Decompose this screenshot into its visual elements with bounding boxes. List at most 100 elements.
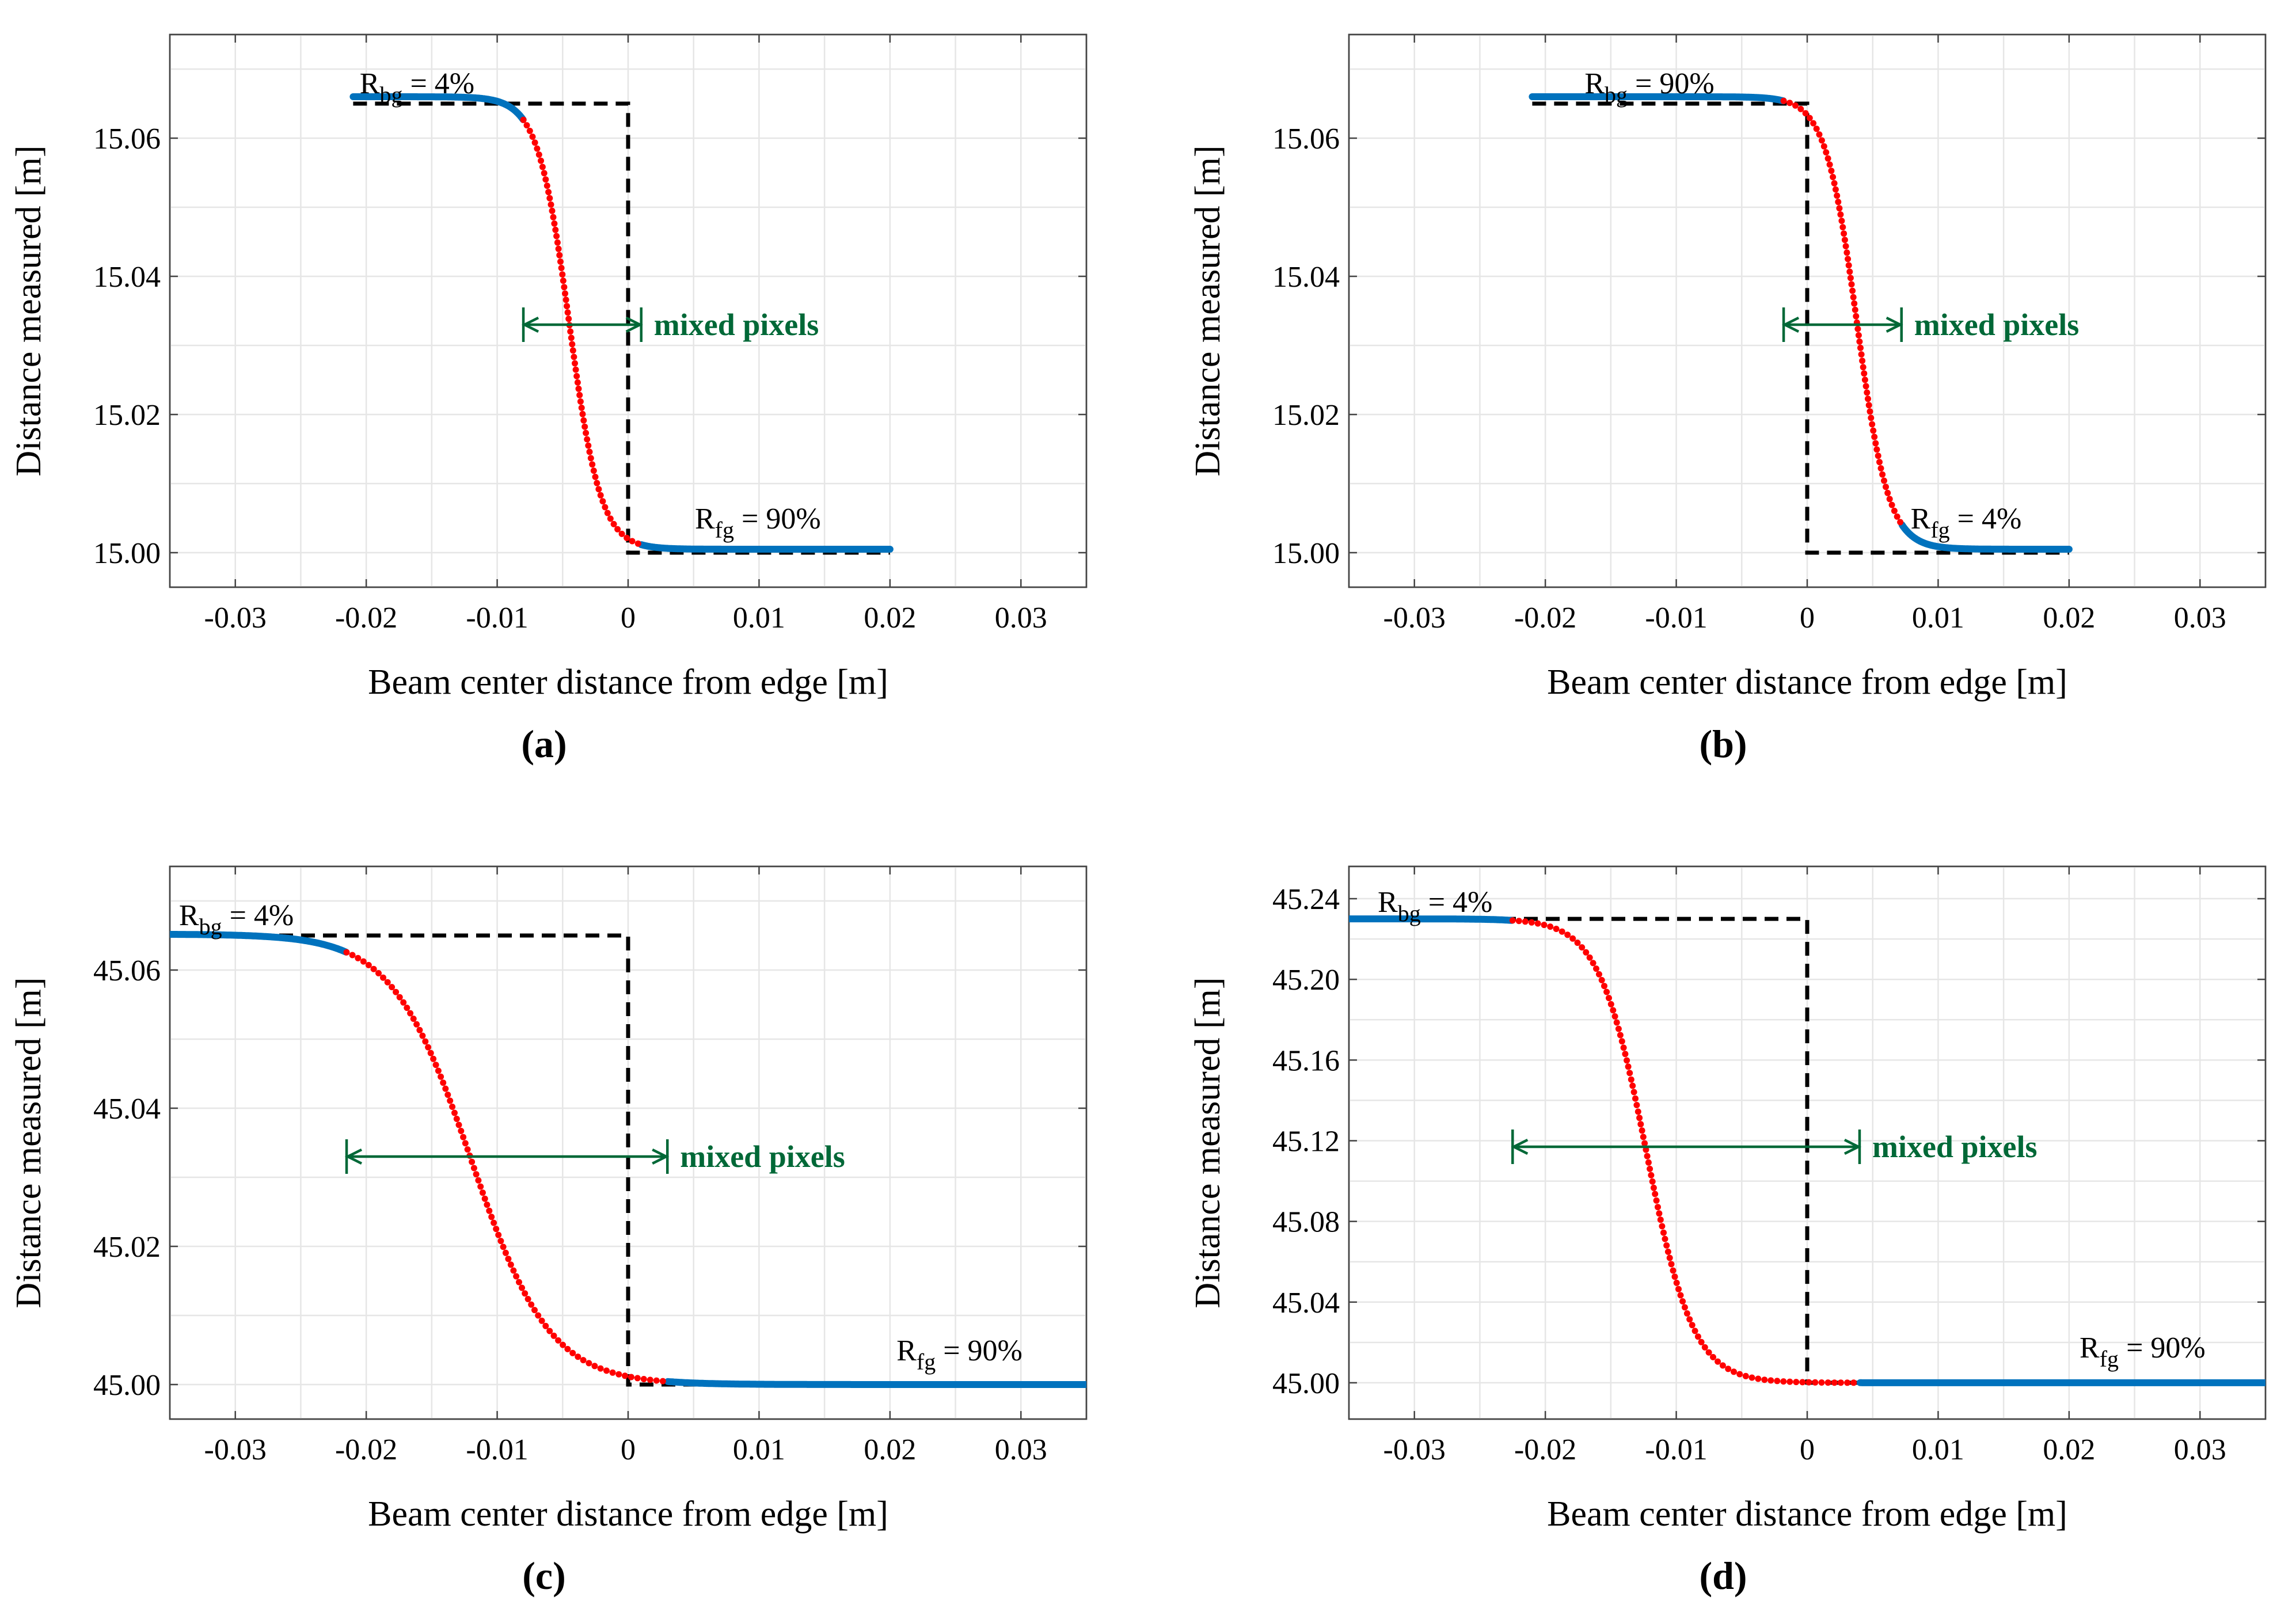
mixed-pixel-point (1748, 1374, 1755, 1381)
mixed-pixel-point (535, 1312, 542, 1319)
mixed-pixel-point (1644, 1153, 1651, 1159)
mixed-pixel-point (564, 303, 571, 310)
mixed-pixel-point (599, 498, 606, 505)
x-axis-title: Beam center distance from edge [m] (1547, 1494, 2067, 1534)
mixed-pixel-point (1855, 332, 1862, 339)
mixed-pixel-point (1875, 452, 1881, 459)
mixed-pixel-point (447, 1097, 454, 1104)
x-tick-label: 0.03 (995, 602, 1047, 634)
mixed-pixel-point (553, 233, 560, 239)
background-reflectance-label: Rbg = 4% (360, 67, 474, 108)
mixed-pixel-point (486, 1207, 493, 1214)
mixed-pixel-point (469, 1158, 476, 1165)
mixed-pixel-point (1860, 364, 1867, 371)
mixed-pixel-point (432, 1062, 439, 1068)
mixed-pixel-point (548, 201, 554, 208)
ideal-step-line (170, 933, 1086, 1387)
mixed-pixel-point (1603, 988, 1610, 995)
y-tick-label: 15.00 (1272, 537, 1340, 570)
mixed-pixel-point (541, 170, 548, 177)
mixed-pixel-point (659, 1378, 666, 1385)
mixed-pixel-point (529, 134, 536, 140)
mixed-pixel-point (1663, 1242, 1670, 1249)
mixed-pixel-point (1861, 370, 1868, 377)
mixed-pixel-point (1868, 414, 1875, 421)
mixed-pixel-point (1624, 1057, 1630, 1064)
mixed-pixel-point (1857, 344, 1864, 351)
x-tick-label: -0.01 (466, 602, 528, 634)
mixed-pixels-label: mixed pixels (1914, 307, 2080, 342)
y-axis-title: Distance measured [m] (9, 146, 48, 477)
mixed-pixel-point (609, 1369, 616, 1376)
mixed-pixel-point (551, 220, 558, 227)
y-tick-label: 45.16 (1272, 1044, 1340, 1077)
y-tick-label: 15.06 (93, 123, 161, 155)
mixed-pixel-point (407, 1010, 414, 1017)
mixed-pixel-point (579, 410, 586, 417)
mixed-pixel-point (427, 1049, 434, 1056)
mixed-pixel-point (451, 1109, 458, 1116)
data-layer (170, 931, 1086, 1388)
y-tick-label: 45.08 (1272, 1206, 1340, 1239)
mixed-pixel-point (1774, 1378, 1781, 1385)
mixed-pixel-point (355, 954, 362, 961)
mixed-pixel-point (539, 163, 546, 170)
mixed-pixel-point (614, 526, 621, 533)
ideal-step-line (1532, 101, 2069, 555)
panel-label: (c) (522, 1554, 565, 1598)
y-tick-label: 45.20 (1272, 964, 1340, 997)
mixed-pixel-point (1813, 126, 1820, 132)
mixed-pixel-point (1780, 1378, 1787, 1385)
mixed-pixel-point (572, 360, 578, 367)
mixed-pixel-point (561, 284, 568, 291)
measured-pure-background (170, 931, 349, 956)
mixed-pixel-point (1742, 1372, 1749, 1379)
mixed-pixel-point (1837, 211, 1844, 218)
mixed-pixel-point (585, 442, 592, 449)
mixed-pixel-point (1705, 1349, 1712, 1356)
x-axis-title: Beam center distance from edge [m] (368, 663, 888, 702)
mixed-pixel-point (1633, 1102, 1640, 1108)
mixed-pixel-point (1659, 1223, 1666, 1230)
mixed-pixel-point (573, 372, 580, 379)
measured-pure-background (349, 93, 527, 123)
mixed-pixel-point (1715, 1358, 1721, 1365)
mixed-pixel-point (1649, 1178, 1656, 1185)
mixed-pixel-point (1820, 143, 1827, 150)
mixed-pixel-point (1618, 1038, 1625, 1045)
mixed-pixel-point (569, 341, 576, 348)
mixed-pixel-point (1830, 174, 1837, 180)
mixed-pixel-point (1583, 949, 1590, 956)
mixed-pixel-point (396, 994, 403, 1001)
panel-label: (a) (521, 722, 567, 766)
mixed-pixel-point (634, 1375, 641, 1382)
mixed-pixel-point (1528, 919, 1535, 926)
mixed-pixel-point (1670, 1267, 1677, 1274)
mixed-pixel-point (1731, 1368, 1737, 1375)
mixed-pixel-point (1884, 489, 1891, 496)
mixed-pixel-point (1755, 1375, 1762, 1382)
foreground-reflectance-label: Rfg = 90% (2080, 1332, 2206, 1372)
mixed-pixels-label: mixed pixels (1872, 1130, 2037, 1164)
mixed-pixel-point (1802, 110, 1809, 117)
mixed-pixels-arrow (1511, 1130, 1862, 1165)
mixed-pixel-point (1657, 1216, 1664, 1223)
x-tick-label: -0.02 (1514, 602, 1576, 634)
mixed-pixel-point (458, 1128, 465, 1134)
mixed-pixel-point (535, 151, 542, 158)
panel-label: (d) (1699, 1554, 1747, 1598)
mixed-pixel-point (370, 965, 377, 972)
mixed-pixel-point (1850, 1379, 1857, 1386)
mixed-pixel-point (624, 534, 630, 541)
mixed-pixel-point (1653, 1197, 1660, 1204)
mixed-pixel-point (1872, 440, 1879, 447)
y-axis-title: Distance measured [m] (1188, 146, 1227, 477)
mixed-pixel-point (1694, 1333, 1701, 1340)
mixed-pixel-point (1553, 926, 1560, 932)
y-axis-title: Distance measured [m] (9, 978, 48, 1309)
mixed-pixel-point (597, 1365, 604, 1372)
mixed-pixel-point (1613, 1019, 1620, 1026)
mixed-pixel-point (538, 157, 544, 164)
mixed-pixel-point (1797, 105, 1804, 112)
y-tick-label: 15.02 (93, 399, 161, 432)
